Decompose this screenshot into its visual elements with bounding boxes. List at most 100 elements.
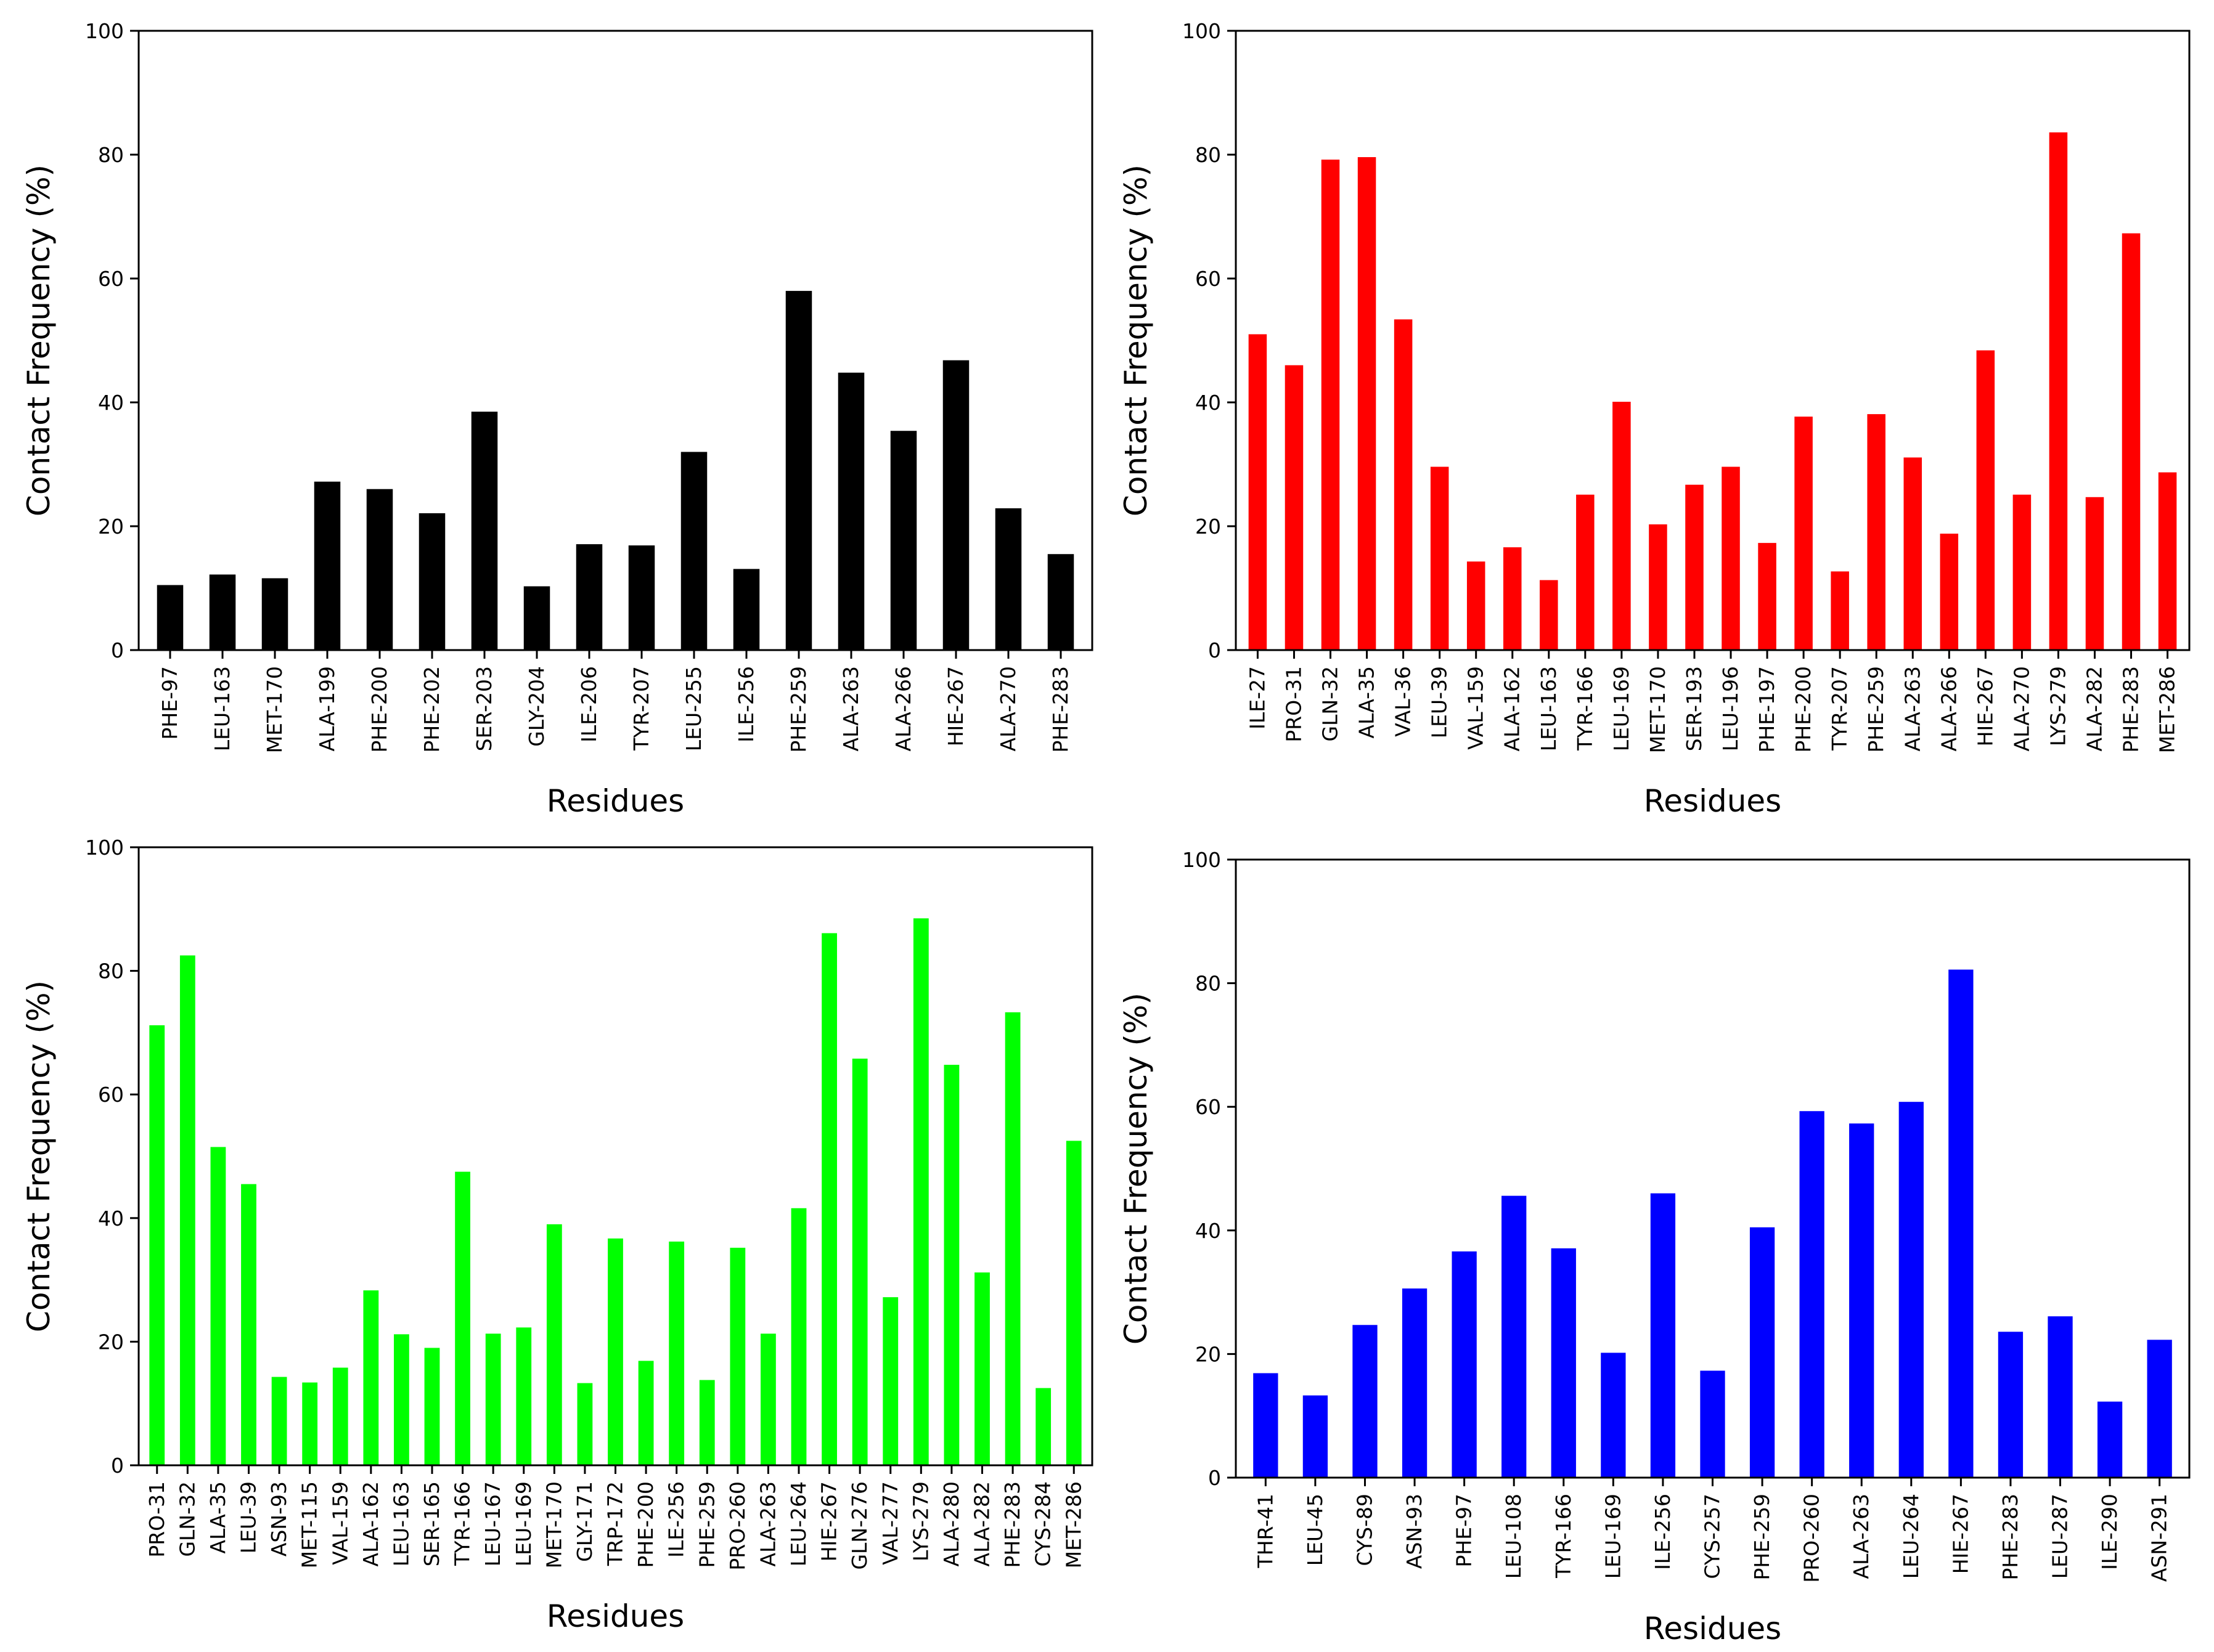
x-tick-label: GLY-204 <box>525 666 549 747</box>
bar-phe-259 <box>1867 414 1885 650</box>
x-tick-label: VAL-277 <box>878 1481 902 1565</box>
bar-ala-263 <box>838 372 865 650</box>
x-tick-label: LEU-169 <box>512 1481 536 1566</box>
bar-leu-196 <box>1722 466 1740 650</box>
x-tick-label: LEU-264 <box>786 1481 811 1566</box>
y-tick-label: 80 <box>1195 972 1221 996</box>
x-tick-label: ILE-256 <box>734 666 758 743</box>
bar-asn-93 <box>1402 1288 1428 1478</box>
x-tick-label: PHE-259 <box>1864 666 1888 752</box>
bar-ala-270 <box>995 508 1022 650</box>
x-tick-label: LEU-196 <box>1718 666 1742 751</box>
x-tick-label: ILE-256 <box>664 1481 688 1558</box>
y-axis-title: Contact Frequency (%) <box>1118 993 1154 1345</box>
x-tick-label: ILE-256 <box>1651 1494 1675 1570</box>
bar-leu-169 <box>516 1327 532 1465</box>
bar-leu-163 <box>1540 580 1558 650</box>
y-tick-label: 60 <box>98 267 124 291</box>
x-tick-label: MET-115 <box>298 1481 322 1568</box>
bar-asn-93 <box>271 1377 287 1465</box>
bar-tyr-207 <box>628 545 655 650</box>
bar-asn-291 <box>2147 1340 2172 1478</box>
bar-ala-282 <box>974 1272 990 1465</box>
x-tick-label: MET-286 <box>1061 1481 1085 1568</box>
bar-leu-45 <box>1302 1395 1328 1478</box>
bar-phe-197 <box>1758 543 1776 650</box>
x-tick-label: ILE-27 <box>1245 666 1269 730</box>
y-tick-label: 100 <box>1182 19 1221 43</box>
x-tick-label: LEU-264 <box>1899 1494 1923 1579</box>
bar-cys-89 <box>1352 1325 1378 1478</box>
x-tick-label: ALA-282 <box>970 1481 994 1566</box>
bar-ala-263 <box>1849 1123 1874 1478</box>
x-tick-label: LEU-163 <box>1537 666 1561 751</box>
x-tick-label: ILE-290 <box>2098 1494 2122 1570</box>
x-tick-label: PHE-259 <box>786 666 811 752</box>
bar-phe-283 <box>1047 554 1074 650</box>
x-tick-label: TYR-166 <box>1573 666 1597 751</box>
x-tick-label: HIE-267 <box>1973 666 1997 746</box>
y-tick-label: 100 <box>85 19 124 43</box>
x-tick-label: ALA-35 <box>206 1481 230 1553</box>
x-tick-label: TYR-207 <box>629 666 653 751</box>
x-tick-label: PHE-200 <box>367 666 391 752</box>
bar-pro-260 <box>1799 1111 1824 1478</box>
x-tick-label: TYR-166 <box>1551 1494 1575 1579</box>
x-tick-label: CYS-284 <box>1031 1481 1055 1566</box>
bar-phe-283 <box>2122 233 2141 650</box>
x-tick-label: SER-165 <box>420 1481 444 1566</box>
x-tick-label: VAL-36 <box>1391 666 1415 737</box>
plot-frame <box>1235 30 2191 651</box>
bar-ala-266 <box>890 431 917 650</box>
y-tick-label: 60 <box>1195 1095 1221 1119</box>
x-tick-label: ALA-282 <box>2082 666 2106 751</box>
y-tick-label: 0 <box>1208 638 1221 662</box>
bar-phe-283 <box>1998 1332 2024 1478</box>
chart-panel-bottom-left: 0 20 40 60 80 100 PRO-31 GLN-32 ALA-35 LEU-39 ASN-… <box>21 836 1093 1634</box>
bar-cys-257 <box>1700 1370 1725 1478</box>
bar-met-286 <box>1066 1141 1082 1465</box>
x-tick-label: ALA-35 <box>1355 666 1379 738</box>
chart-panel-bottom-right: 0 20 40 60 80 100 THR-41 LEU-45 CYS-89 ASN-93 PHE-… <box>1118 848 2191 1646</box>
bar-leu-255 <box>680 452 708 650</box>
x-tick-label: TYR-166 <box>451 1481 475 1566</box>
bar-lys-279 <box>913 918 929 1465</box>
x-tick-label: ASN-93 <box>267 1481 291 1556</box>
bar-hie-267 <box>1948 969 1974 1478</box>
x-tick-label: SER-203 <box>472 666 496 751</box>
x-tick-label: VAL-159 <box>1464 666 1488 750</box>
x-tick-label: ILE-206 <box>577 666 601 743</box>
bar-val-159 <box>332 1367 348 1465</box>
bar-pro-31 <box>149 1025 165 1465</box>
x-tick-label: HIE-267 <box>944 666 968 746</box>
bar-phe-97 <box>1452 1251 1477 1478</box>
y-tick-label: 40 <box>98 391 124 415</box>
x-tick-label: PHE-202 <box>420 666 444 752</box>
bar-phe-259 <box>785 291 812 651</box>
x-tick-label: GLN-32 <box>175 1481 199 1557</box>
x-tick-label: ALA-263 <box>1849 1494 1873 1579</box>
x-tick-label: LEU-163 <box>389 1481 413 1566</box>
x-tick-label: HIE-267 <box>1948 1494 1972 1574</box>
bar-hie-267 <box>942 360 970 650</box>
y-tick-label: 100 <box>1182 848 1221 872</box>
bar-thr-41 <box>1253 1373 1278 1478</box>
x-tick-label: VAL-159 <box>328 1481 352 1565</box>
bar-phe-200 <box>638 1361 654 1465</box>
bar-leu-163 <box>394 1334 409 1465</box>
x-tick-label: TYR-207 <box>1828 666 1852 751</box>
x-tick-label: THR-41 <box>1253 1494 1277 1568</box>
x-tick-label: GLN-276 <box>848 1481 872 1570</box>
x-tick-label: ALA-266 <box>1937 666 1961 751</box>
x-tick-label: LEU-39 <box>237 1481 261 1553</box>
bar-met-170 <box>546 1224 562 1465</box>
x-tick-label: PHE-283 <box>1998 1494 2022 1580</box>
bar-leu-169 <box>1601 1353 1626 1478</box>
y-tick-label: 100 <box>85 836 124 860</box>
x-tick-label: ALA-162 <box>359 1481 383 1566</box>
x-tick-label: ALA-270 <box>996 666 1020 751</box>
y-tick-label: 80 <box>98 959 124 983</box>
bar-leu-169 <box>1612 402 1631 650</box>
x-tick-label: PHE-200 <box>634 1481 658 1568</box>
x-tick-label: PHE-200 <box>1791 666 1815 752</box>
